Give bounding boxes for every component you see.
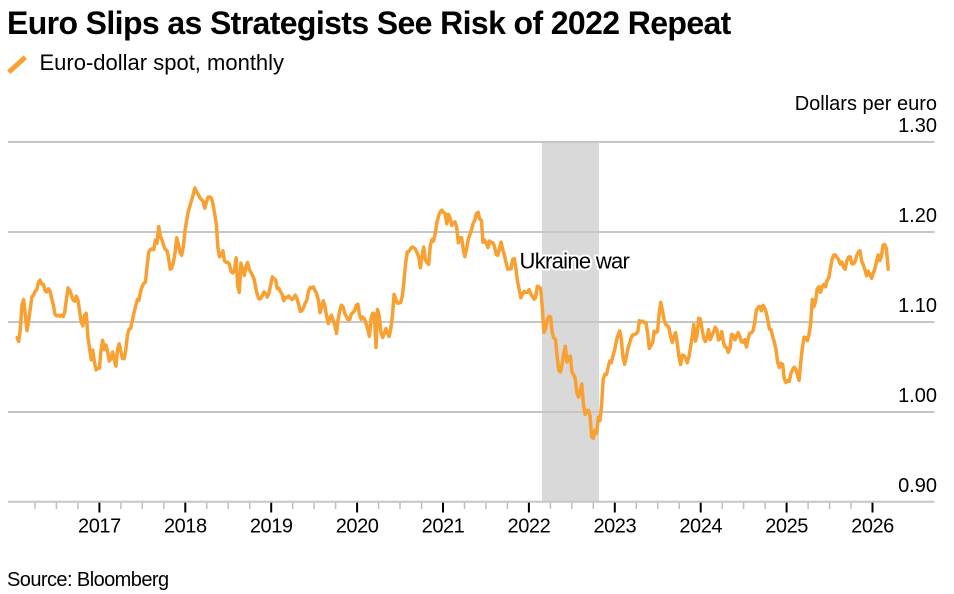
- svg-text:2023: 2023: [593, 516, 636, 538]
- svg-text:0.90: 0.90: [898, 475, 937, 497]
- svg-text:Dollars per euro: Dollars per euro: [795, 93, 937, 115]
- svg-text:2018: 2018: [164, 516, 207, 538]
- svg-text:1.10: 1.10: [898, 295, 937, 317]
- svg-text:Source: Bloomberg: Source: Bloomberg: [7, 569, 169, 591]
- svg-text:1.20: 1.20: [898, 205, 937, 227]
- svg-text:2026: 2026: [851, 516, 894, 538]
- svg-text:1.30: 1.30: [898, 115, 937, 137]
- svg-text:1.00: 1.00: [898, 385, 937, 407]
- svg-text:Euro-dollar spot, monthly: Euro-dollar spot, monthly: [40, 50, 285, 75]
- svg-text:2022: 2022: [508, 516, 551, 538]
- svg-text:2020: 2020: [336, 516, 379, 538]
- svg-text:2021: 2021: [422, 516, 465, 538]
- svg-text:2017: 2017: [78, 516, 121, 538]
- svg-text:2025: 2025: [765, 516, 808, 538]
- svg-text:Euro Slips as Strategists See: Euro Slips as Strategists See Risk of 20…: [7, 5, 732, 41]
- svg-text:Ukraine war: Ukraine war: [520, 249, 630, 274]
- svg-text:2024: 2024: [679, 516, 722, 538]
- svg-text:2019: 2019: [250, 516, 293, 538]
